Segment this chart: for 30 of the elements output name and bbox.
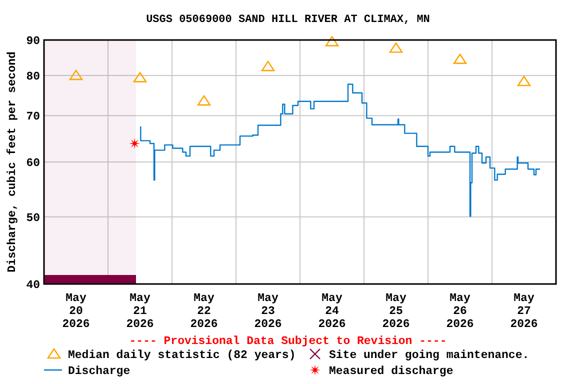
y-tick-label: 50 (26, 212, 40, 225)
x-tick-label: May 20 2026 (62, 292, 90, 331)
point (517, 76, 531, 86)
legend-label: Discharge (68, 365, 130, 378)
point (133, 72, 147, 82)
x-tick-label: May 26 2026 (446, 292, 474, 331)
text: ---- Provisional Data Subject to Revision ---- (129, 335, 447, 348)
point (453, 54, 467, 64)
x-tick-label: May 21 2026 (126, 292, 154, 331)
y-tick-label: 80 (26, 70, 40, 84)
y-tick-label: 90 (26, 35, 40, 48)
x-tick-label: May 25 2026 (382, 292, 410, 331)
point (389, 42, 403, 53)
y-axis-title: Discharge, cubic feet per second (6, 51, 19, 272)
legend-label: Measured discharge (329, 365, 454, 378)
point (129, 138, 140, 150)
x-tick-label: May 23 2026 (254, 292, 282, 331)
point (197, 95, 211, 106)
y-tick-label: 40 (26, 279, 40, 292)
y-tick-label: 60 (26, 157, 40, 170)
x-tick-label: May 24 2026 (318, 292, 346, 331)
point (261, 60, 275, 72)
legend-label: Site under going maintenance. (329, 349, 530, 362)
legend-label: Median daily statistic (82 years) (68, 349, 296, 362)
x-tick-label: May 27 2026 (510, 292, 538, 331)
chart-title: USGS 05069000 SAND HILL RIVER AT CLIMAX, MN (146, 14, 430, 26)
y-tick-label: 70 (26, 110, 40, 124)
point (69, 70, 83, 80)
point (325, 36, 339, 46)
x-tick-label: May 22 2026 (190, 292, 218, 331)
